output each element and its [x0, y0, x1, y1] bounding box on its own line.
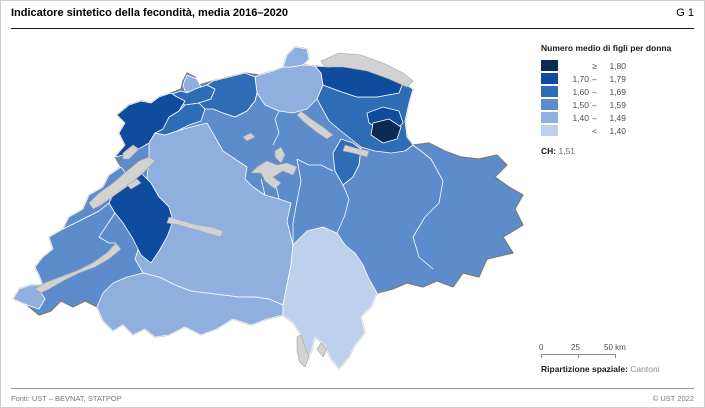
legend-range-min: 1,60: [572, 86, 589, 97]
spatial-division-value: Cantoni: [630, 364, 660, 374]
spatial-division-note: Ripartizione spaziale: Cantoni: [541, 364, 660, 374]
lake-lucerne: [250, 160, 298, 190]
legend-range-max: 1,69: [609, 86, 626, 97]
legend-range-max: 1,59: [609, 99, 626, 110]
scale-tick-0: 0: [539, 343, 544, 352]
footer-divider: [11, 388, 694, 389]
canton-ti: [282, 226, 378, 370]
legend-swatch-c2: [541, 73, 558, 84]
national-average: CH: 1,51: [541, 146, 699, 156]
legend-row: 1,60 – 1,69: [541, 85, 699, 98]
canton-ju: [114, 92, 186, 158]
graphic-id-label: G 1: [676, 7, 694, 19]
canton-border-line: [222, 92, 258, 118]
canton-border-line: [292, 158, 302, 245]
legend-swatch-c6: [541, 125, 558, 136]
canton-border-line: [336, 146, 362, 234]
legend-range-min: 1,40: [572, 112, 589, 123]
legend-title: Numero medio di figli per donna: [541, 43, 672, 53]
scale-bar-tick: [541, 354, 542, 358]
legend-row: 1,50 – 1,59: [541, 98, 699, 111]
copyright-note: © UST 2022: [652, 394, 694, 403]
legend-swatch-c1: [541, 60, 558, 71]
legend-row: < 1,40: [541, 124, 699, 137]
legend-range-min: 1,50: [572, 99, 589, 110]
canton-border-line: [296, 158, 334, 172]
ch-value: 1,51: [558, 146, 576, 156]
legend-range-max: 1,79: [609, 73, 626, 84]
legend-swatch-c4: [541, 99, 558, 110]
canton-ai: [370, 118, 402, 144]
lake-walensee: [342, 144, 370, 158]
legend-range-max: 1,80: [609, 60, 626, 71]
legend: Numero medio di figli per donna ≥ 1,80 1…: [541, 43, 699, 156]
legend-range-op: ≥: [592, 60, 597, 71]
scale-bar-tick: [578, 354, 579, 358]
legend-range-op: –: [592, 86, 597, 97]
ch-label: CH:: [541, 146, 557, 156]
lake-constance: [320, 52, 414, 88]
scale-bar-tick: [615, 354, 616, 358]
canton-border-line: [272, 110, 280, 146]
lake-zug: [274, 146, 286, 164]
canton-sh: [282, 46, 310, 68]
legend-range-max: 1,49: [609, 112, 626, 123]
lake-biel: [122, 144, 140, 160]
lake-geneva: [34, 242, 122, 294]
scale-tick-50km: 50 km: [604, 343, 626, 352]
legend-row: ≥ 1,80: [541, 59, 699, 72]
lake-lugano: [316, 342, 328, 358]
page-title: Indicatore sintetico della fecondità, me…: [11, 7, 288, 19]
header-divider: [11, 28, 694, 29]
lake-zurich: [296, 110, 334, 140]
legend-swatch-c5: [541, 112, 558, 123]
switzerland-choropleth-map: [12, 46, 524, 370]
legend-range-op: –: [592, 99, 597, 110]
legend-range-max: 1,40: [609, 125, 626, 136]
legend-row: 1,40 – 1,49: [541, 111, 699, 124]
legend-range-op: <: [592, 125, 597, 136]
scale-tick-25: 25: [571, 343, 580, 352]
lake-murten: [126, 178, 142, 190]
canton-border-line: [412, 144, 444, 270]
scale-bar: 0 25 50 km: [539, 343, 631, 361]
lake-maggiore: [296, 334, 310, 368]
lake-sempach: [242, 132, 256, 142]
lake-thun-brienz: [166, 216, 224, 238]
legend-range-op: –: [592, 112, 597, 123]
legend-row: 1,70 – 1,79: [541, 72, 699, 85]
spatial-division-label: Ripartizione spaziale:: [541, 364, 628, 374]
legend-range-op: –: [592, 73, 597, 84]
source-note: Fonti: UST – BEVNAT, STATPOP: [11, 394, 122, 403]
lake-neuchatel: [88, 156, 156, 210]
legend-swatch-c3: [541, 86, 558, 97]
legend-range-min: 1,70: [572, 73, 589, 84]
